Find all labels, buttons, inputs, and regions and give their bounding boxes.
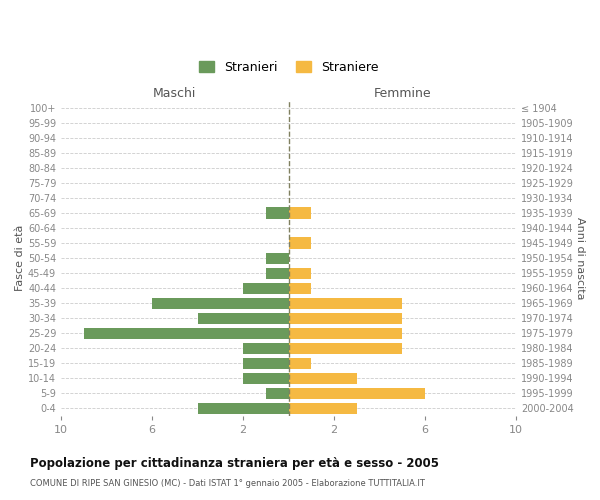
Bar [197,312,289,324]
Bar [243,342,289,354]
Legend: Stranieri, Straniere: Stranieri, Straniere [194,56,383,79]
Y-axis label: Fasce di età: Fasce di età [15,225,25,292]
Bar [289,282,311,294]
Bar [289,358,311,369]
Text: Maschi: Maschi [153,88,196,101]
Bar [289,342,403,354]
Bar [289,268,311,279]
Bar [197,403,289,414]
Bar [289,388,425,399]
Bar [266,208,289,218]
Text: Femmine: Femmine [374,88,431,101]
Bar [266,252,289,264]
Bar [243,373,289,384]
Bar [243,358,289,369]
Bar [243,282,289,294]
Bar [289,403,357,414]
Bar [289,238,311,249]
Bar [266,388,289,399]
Bar [289,328,403,339]
Bar [289,298,403,309]
Bar [289,208,311,218]
Bar [152,298,289,309]
Bar [84,328,289,339]
Text: COMUNE DI RIPE SAN GINESIO (MC) - Dati ISTAT 1° gennaio 2005 - Elaborazione TUTT: COMUNE DI RIPE SAN GINESIO (MC) - Dati I… [30,479,425,488]
Bar [289,373,357,384]
Bar [266,268,289,279]
Text: Popolazione per cittadinanza straniera per età e sesso - 2005: Popolazione per cittadinanza straniera p… [30,458,439,470]
Y-axis label: Anni di nascita: Anni di nascita [575,217,585,300]
Bar [289,312,403,324]
